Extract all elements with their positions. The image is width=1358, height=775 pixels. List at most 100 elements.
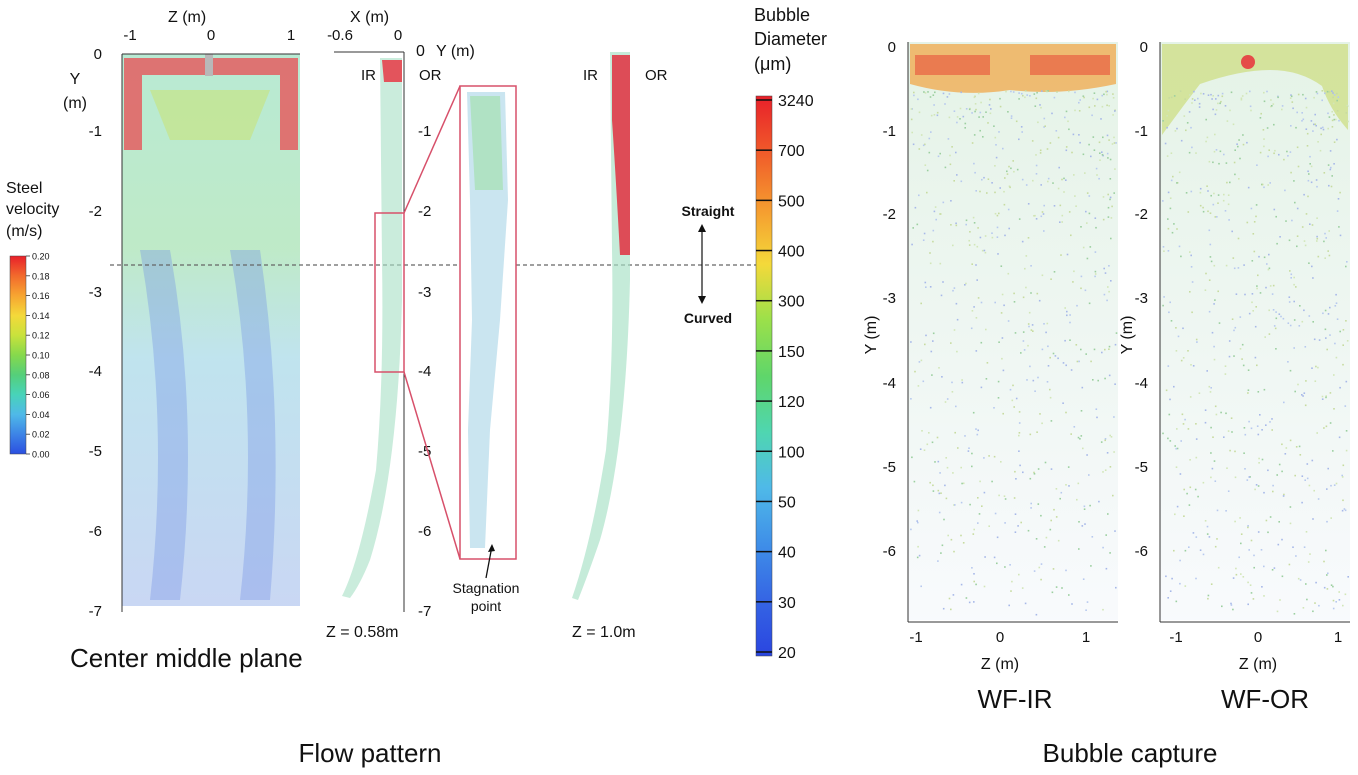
bubble-particle bbox=[1080, 275, 1083, 278]
bubble-particle bbox=[1106, 90, 1109, 93]
bubble-particle bbox=[1294, 201, 1296, 204]
bubble-particle bbox=[1330, 166, 1332, 169]
bubble-particle bbox=[1060, 491, 1063, 494]
bubble-particle bbox=[1024, 267, 1026, 270]
bubble-particle bbox=[1290, 171, 1292, 174]
bubble-particle bbox=[1016, 168, 1019, 171]
bubble-particle bbox=[1108, 139, 1110, 141]
bubble-particle bbox=[1021, 131, 1023, 133]
bubble-particle bbox=[935, 218, 937, 221]
bubble-particle bbox=[1040, 563, 1043, 565]
bubble-particle bbox=[971, 310, 974, 312]
bubble-particle bbox=[1107, 193, 1109, 196]
bubble-particle bbox=[1191, 311, 1193, 314]
bubble-particle bbox=[928, 151, 931, 154]
bubble-particle bbox=[1096, 174, 1098, 176]
bubble-particle bbox=[1190, 254, 1192, 257]
bubble-particle bbox=[1306, 598, 1308, 601]
bubble-legend-tick-label: 120 bbox=[778, 394, 805, 411]
bubble-particle bbox=[1205, 118, 1207, 121]
bubble-particle bbox=[1316, 92, 1319, 95]
bubble-particle bbox=[1210, 260, 1213, 263]
bubble-particle bbox=[1035, 97, 1038, 100]
bubble-particle bbox=[962, 482, 965, 485]
bubble-particle bbox=[1289, 270, 1291, 272]
bubble-particle bbox=[1331, 110, 1333, 113]
bubble-particle bbox=[1235, 573, 1238, 576]
bubble-particle bbox=[1229, 181, 1231, 184]
bubble-particle bbox=[1024, 96, 1026, 99]
bubble-particle bbox=[983, 491, 986, 494]
bubble-particle bbox=[1237, 145, 1239, 148]
zoom-source-box bbox=[374, 212, 405, 373]
bubble-particle bbox=[977, 227, 979, 229]
bubble-particle bbox=[1306, 477, 1309, 480]
velocity-legend-title: Steel bbox=[6, 180, 42, 197]
bubble-particle bbox=[1060, 254, 1062, 256]
bubble-particle bbox=[1305, 531, 1308, 533]
bubble-particle bbox=[1017, 525, 1019, 527]
bubble-particle bbox=[1296, 235, 1299, 237]
bubble-particle bbox=[1098, 500, 1100, 503]
zoom-upper-field bbox=[470, 96, 503, 190]
bubble-particle bbox=[1010, 115, 1013, 117]
bubble-particle bbox=[1053, 271, 1056, 273]
bubble-particle bbox=[1323, 240, 1325, 243]
bubble-particle bbox=[942, 281, 944, 283]
bubble-particle bbox=[1241, 95, 1244, 97]
bubble-particle bbox=[939, 262, 942, 265]
bubble-particle bbox=[1112, 114, 1114, 116]
bubble-particle bbox=[1258, 462, 1260, 464]
bubble-particle bbox=[1094, 270, 1097, 273]
bubble-particle bbox=[1302, 93, 1304, 96]
bubble-particle bbox=[1289, 324, 1292, 327]
bubble-particle bbox=[1253, 566, 1255, 569]
bubble-particle bbox=[1115, 586, 1117, 589]
bubble-particle bbox=[1209, 243, 1212, 246]
bubble-particle bbox=[1315, 365, 1317, 368]
bubble-particle bbox=[1202, 481, 1205, 484]
bubble-particle bbox=[1286, 150, 1288, 153]
bubble-particle bbox=[1206, 525, 1209, 528]
bubble-particle bbox=[1249, 584, 1252, 586]
bubble-particle bbox=[1327, 112, 1329, 115]
side-z058-or-label: OR bbox=[419, 67, 442, 84]
bubble-particle bbox=[1293, 283, 1295, 286]
bubble-particle bbox=[1263, 595, 1265, 597]
bubble-particle bbox=[1085, 210, 1087, 213]
bubble-particle bbox=[931, 374, 933, 376]
bubble-particle bbox=[1010, 90, 1012, 93]
bubble-particle bbox=[1184, 585, 1187, 587]
bubble-particle bbox=[1081, 386, 1084, 389]
bubble-ir-caption: WF-IR bbox=[977, 684, 1052, 714]
bubble-particle bbox=[1162, 246, 1165, 248]
bubble-particle bbox=[1327, 250, 1329, 252]
bubble-or-y-tick: -4 bbox=[1135, 375, 1148, 392]
bubble-particle bbox=[932, 484, 934, 487]
bubble-particle bbox=[1297, 165, 1300, 168]
bubble-particle bbox=[1022, 296, 1025, 299]
bubble-particle bbox=[1007, 272, 1010, 275]
bubble-particle bbox=[1195, 423, 1197, 425]
bubble-particle bbox=[1208, 536, 1211, 538]
bubble-particle bbox=[1043, 230, 1045, 232]
bubble-particle bbox=[1065, 364, 1067, 367]
bubble-particle bbox=[924, 343, 926, 346]
bubble-particle bbox=[1280, 315, 1282, 318]
zoom-inset-panel: Stagnation point bbox=[403, 85, 519, 614]
bubble-particle bbox=[942, 607, 945, 610]
bubble-particle bbox=[1296, 146, 1299, 149]
bubble-particle bbox=[1078, 134, 1080, 136]
bubble-particle bbox=[1173, 385, 1175, 388]
bubble-particle bbox=[1303, 309, 1305, 312]
bubble-particle bbox=[928, 432, 930, 434]
bubble-particle bbox=[968, 447, 970, 449]
bubble-particle bbox=[1177, 335, 1180, 338]
bubble-particle bbox=[1196, 341, 1198, 343]
bubble-particle bbox=[981, 178, 983, 181]
bubble-particle bbox=[1333, 163, 1335, 165]
bubble-particle bbox=[1086, 454, 1088, 456]
bubble-particle bbox=[1276, 474, 1278, 476]
bubble-particle bbox=[1036, 431, 1038, 433]
